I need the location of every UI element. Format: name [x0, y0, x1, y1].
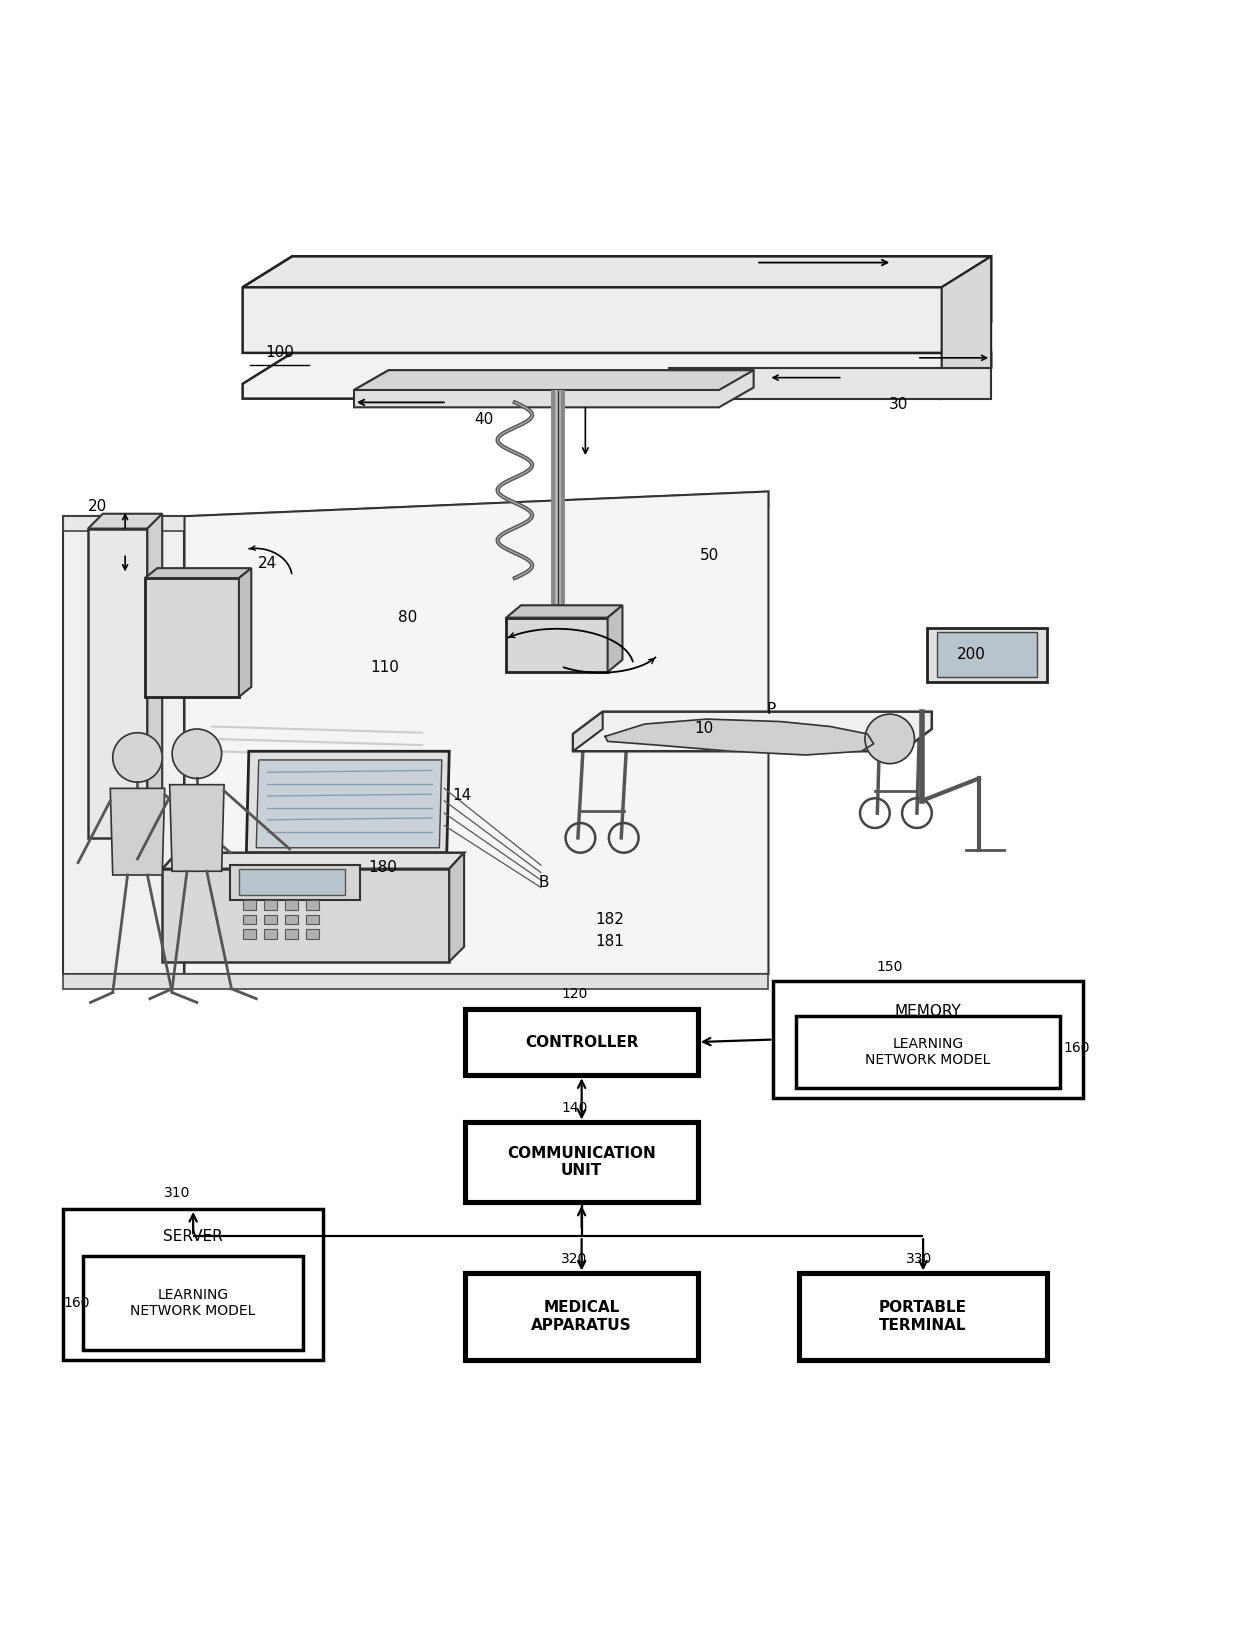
Text: PORTABLE
TERMINAL: PORTABLE TERMINAL — [879, 1301, 967, 1332]
Text: P: P — [766, 702, 775, 717]
Polygon shape — [926, 627, 1047, 682]
Bar — [264, 900, 278, 910]
Polygon shape — [185, 492, 769, 974]
Text: 10: 10 — [694, 721, 714, 736]
Text: 181: 181 — [595, 934, 625, 949]
Text: B: B — [538, 875, 548, 890]
Polygon shape — [243, 353, 991, 398]
Polygon shape — [239, 868, 345, 895]
Text: 320: 320 — [560, 1251, 588, 1266]
Text: 20: 20 — [88, 499, 108, 513]
Polygon shape — [257, 759, 441, 847]
Text: 30: 30 — [889, 398, 908, 413]
Polygon shape — [63, 492, 769, 532]
Polygon shape — [231, 865, 360, 900]
Polygon shape — [243, 256, 991, 353]
Text: CONTROLLER: CONTROLLER — [525, 1035, 639, 1050]
Polygon shape — [170, 784, 224, 872]
Polygon shape — [573, 712, 603, 751]
Bar — [465, 1273, 698, 1360]
Polygon shape — [145, 568, 252, 578]
Polygon shape — [63, 517, 185, 974]
Polygon shape — [605, 720, 874, 755]
Polygon shape — [941, 256, 991, 398]
Text: 14: 14 — [453, 788, 471, 804]
Bar — [774, 981, 1083, 1098]
Bar — [243, 915, 257, 925]
Text: 160: 160 — [63, 1296, 89, 1309]
Bar — [285, 930, 299, 939]
Text: 24: 24 — [258, 556, 277, 571]
Polygon shape — [88, 513, 162, 528]
Polygon shape — [88, 528, 148, 837]
Bar — [285, 900, 299, 910]
Polygon shape — [162, 868, 449, 961]
Polygon shape — [506, 606, 622, 617]
Bar — [306, 900, 320, 910]
Text: 150: 150 — [877, 959, 903, 974]
Text: 80: 80 — [398, 611, 417, 626]
Text: 180: 180 — [368, 860, 397, 875]
Bar — [264, 930, 278, 939]
Polygon shape — [148, 513, 162, 837]
Bar — [800, 1273, 1047, 1360]
Bar — [285, 915, 299, 925]
Bar — [465, 1009, 698, 1075]
Text: 200: 200 — [957, 647, 986, 662]
Polygon shape — [506, 617, 608, 672]
Text: SERVER: SERVER — [164, 1228, 223, 1243]
Text: 50: 50 — [699, 548, 719, 563]
Bar — [306, 915, 320, 925]
Polygon shape — [145, 578, 239, 697]
Bar — [264, 915, 278, 925]
Polygon shape — [247, 751, 449, 852]
Polygon shape — [162, 852, 464, 868]
Text: MEDICAL
APPARATUS: MEDICAL APPARATUS — [531, 1301, 632, 1332]
Circle shape — [172, 730, 222, 779]
Polygon shape — [608, 606, 622, 672]
Text: 330: 330 — [906, 1251, 932, 1266]
Polygon shape — [63, 974, 769, 989]
Bar — [796, 1015, 1060, 1088]
Text: MEMORY: MEMORY — [895, 1004, 961, 1019]
Polygon shape — [110, 789, 165, 875]
Polygon shape — [449, 852, 464, 961]
Polygon shape — [353, 370, 754, 390]
Text: 140: 140 — [560, 1101, 588, 1114]
Bar — [243, 930, 257, 939]
Text: 110: 110 — [371, 660, 399, 675]
Text: 120: 120 — [560, 987, 588, 1001]
Bar — [306, 930, 320, 939]
Bar — [63, 1209, 324, 1360]
Polygon shape — [239, 568, 252, 697]
Text: 310: 310 — [164, 1187, 190, 1200]
Text: 182: 182 — [595, 911, 625, 926]
Circle shape — [866, 715, 914, 764]
Text: 40: 40 — [474, 413, 494, 428]
Bar — [465, 1123, 698, 1202]
Polygon shape — [670, 368, 991, 398]
Text: COMMUNICATION
UNIT: COMMUNICATION UNIT — [507, 1146, 656, 1179]
Polygon shape — [573, 712, 931, 751]
Bar — [83, 1256, 304, 1351]
Text: 100: 100 — [265, 345, 294, 360]
Bar — [243, 900, 257, 910]
Polygon shape — [353, 370, 754, 408]
Polygon shape — [936, 632, 1037, 677]
Circle shape — [113, 733, 162, 783]
Polygon shape — [243, 256, 991, 287]
Text: LEARNING
NETWORK MODEL: LEARNING NETWORK MODEL — [866, 1037, 991, 1067]
Text: LEARNING
NETWORK MODEL: LEARNING NETWORK MODEL — [130, 1288, 255, 1317]
Text: 160: 160 — [1064, 1042, 1090, 1055]
